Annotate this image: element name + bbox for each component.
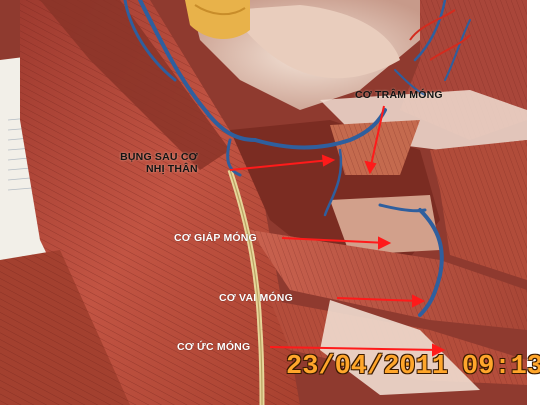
label-posterior-digastric: BỤNG SAU CƠ NHỊ THÂN <box>116 151 198 175</box>
pointer-lines <box>229 105 446 357</box>
timestamp-date: 23/04/2011 <box>286 352 449 382</box>
timestamp-time: 09:13 <box>462 352 540 382</box>
timestamp-overlay: 23/04/2011 09:13 <box>286 352 540 382</box>
label-posterior-digastric-line2: NHỊ THÂN <box>146 163 198 176</box>
label-thyrohyoid: CƠ GIÁP MÓNG <box>174 232 257 244</box>
label-sternohyoid: CƠ ỨC MÓNG <box>177 341 251 353</box>
label-stylohyoid: CƠ TRÂM MÓNG <box>355 89 443 101</box>
right-border <box>527 0 540 405</box>
label-posterior-digastric-line1: BỤNG SAU CƠ <box>120 151 198 163</box>
label-omohyoid: CƠ VAI MÓNG <box>219 292 293 304</box>
